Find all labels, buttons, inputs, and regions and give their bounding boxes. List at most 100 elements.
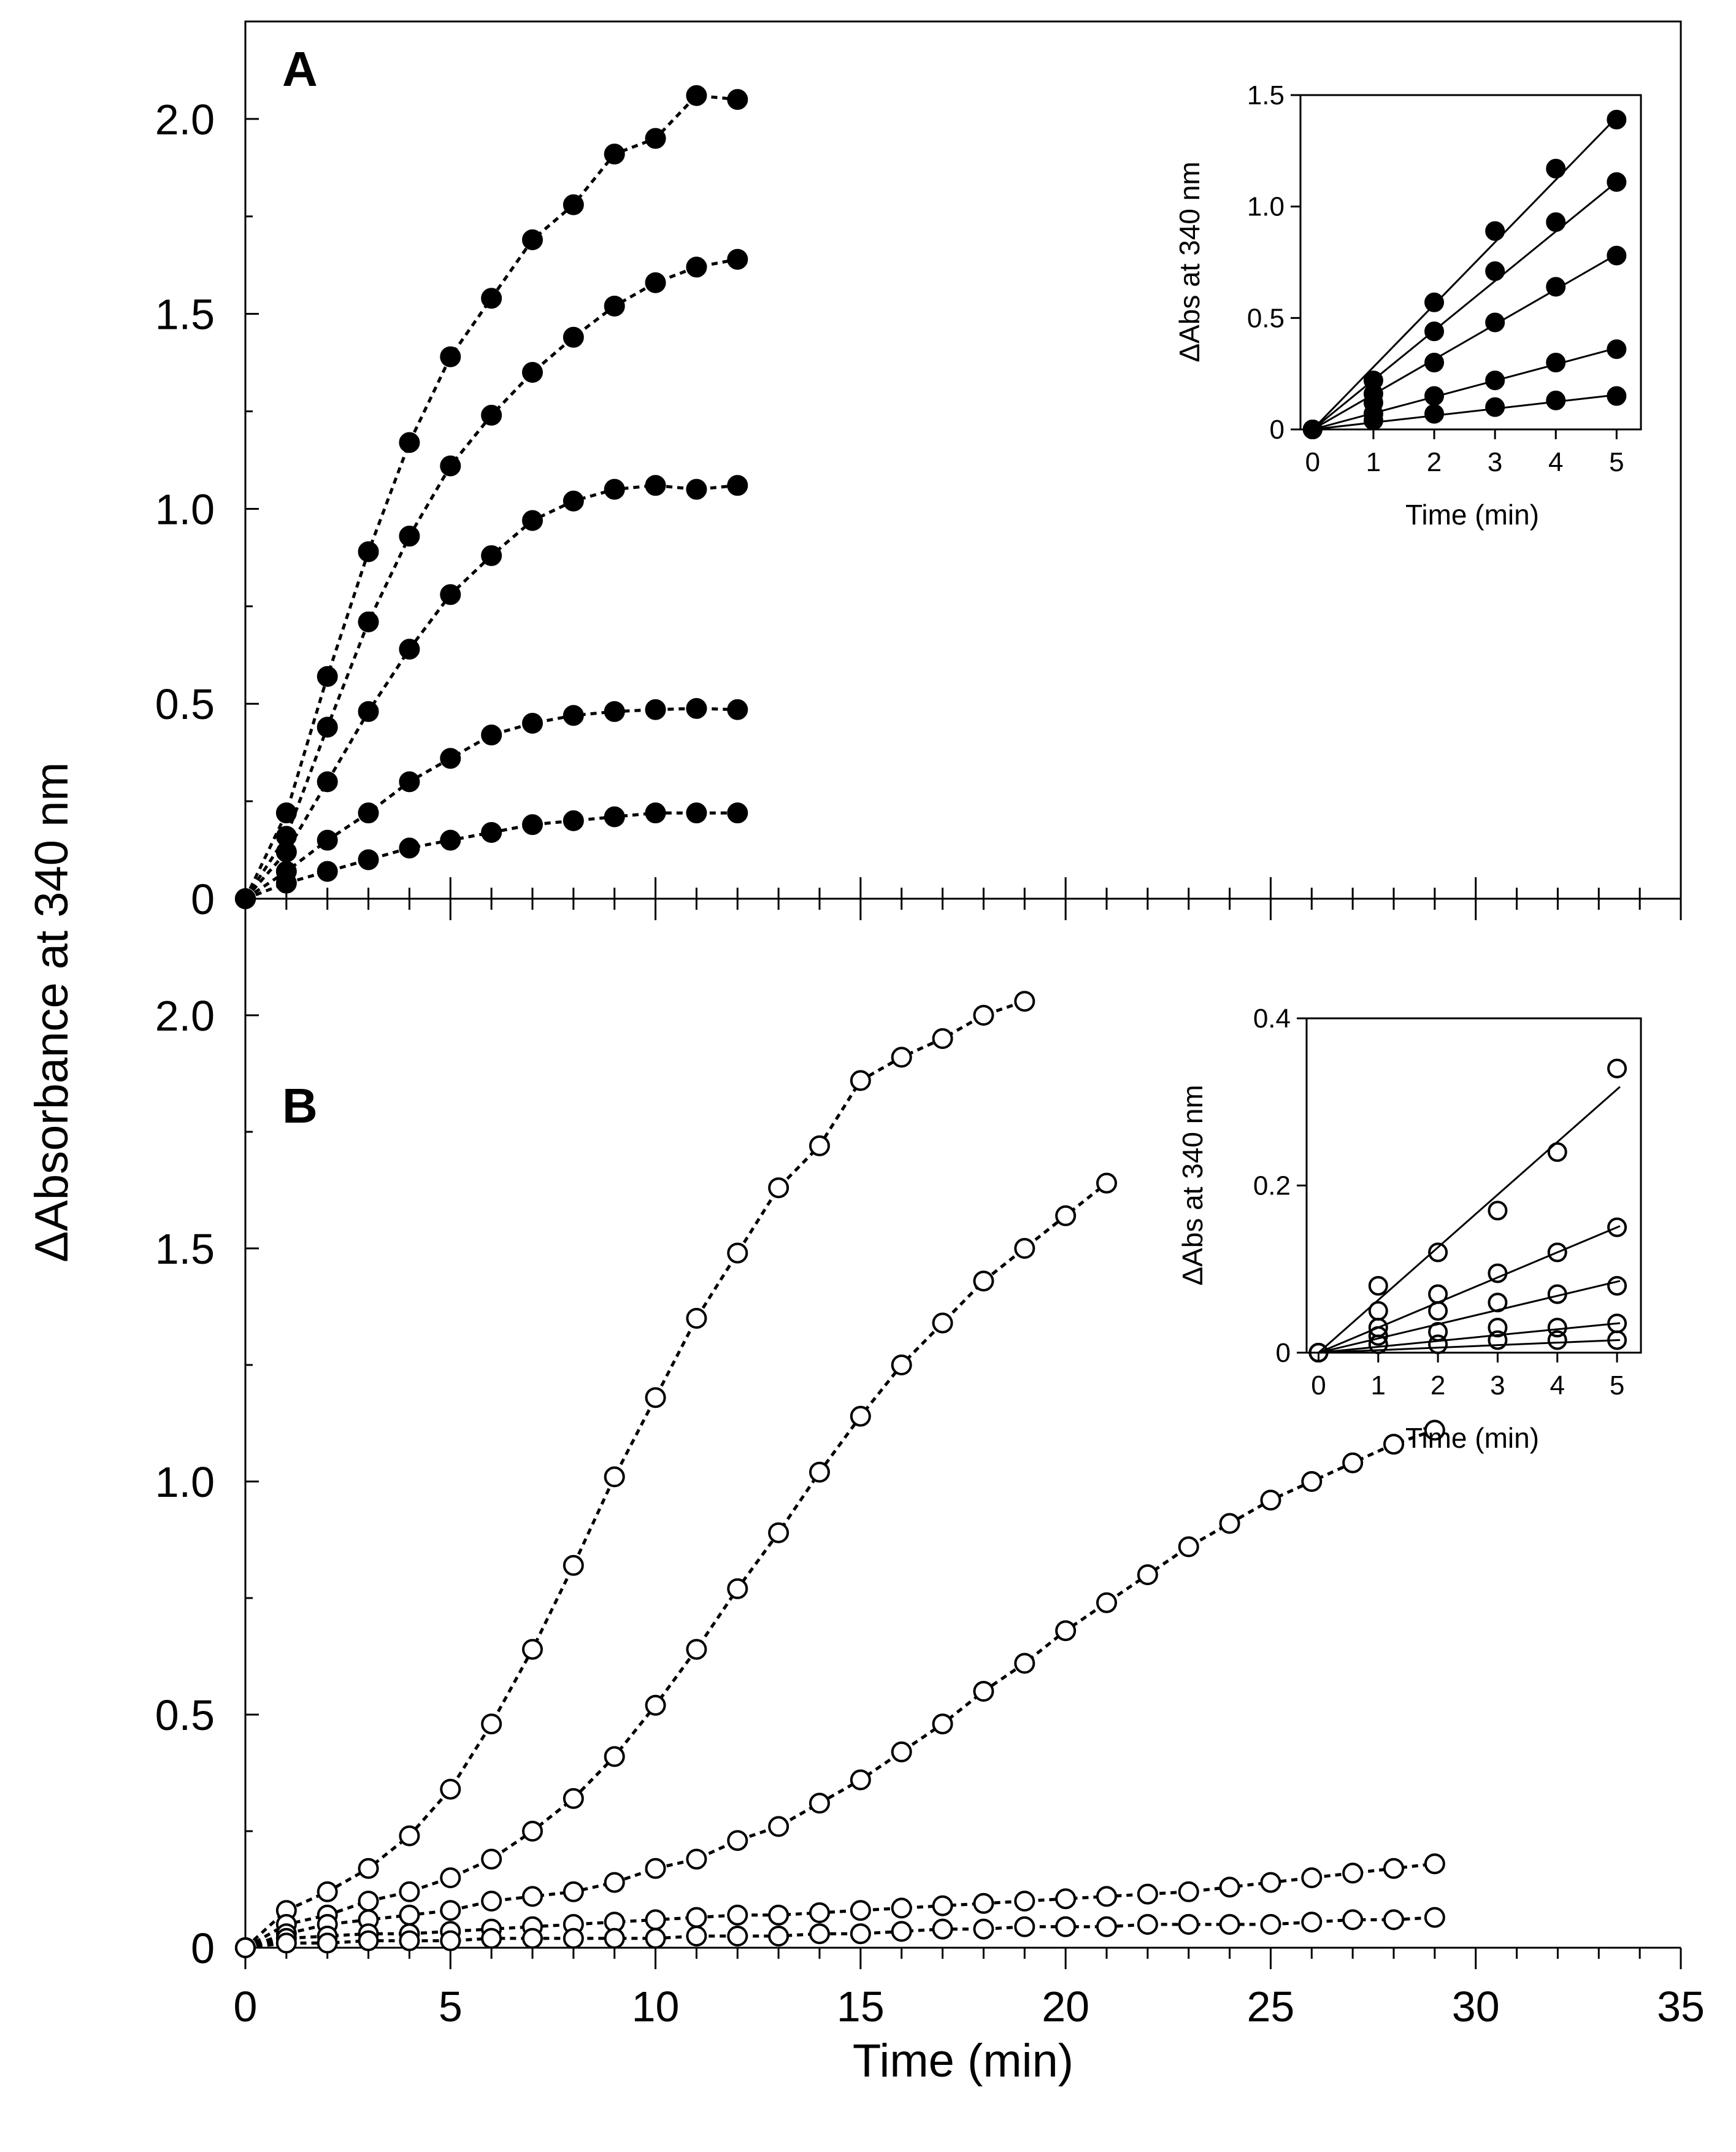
panel-b-point-B5 [563,1927,584,1949]
inset-a-y-tick-label: 1.0 [1247,192,1285,222]
panel-b-point-B3 [1055,1620,1077,1642]
panel-b-point-B5 [809,1923,830,1945]
panel-b-point-B2 [481,1848,502,1870]
panel-a-point-A3 [727,475,748,496]
panel-a-point-A4 [440,748,461,769]
inset-b-point-B5 [1547,1330,1567,1350]
panel-b-point-B4 [1424,1853,1445,1875]
panel-b-x-tick-label: 30 [1452,1983,1500,2031]
panel-b-point-B5 [932,1918,953,1940]
panel-b-point-B4 [1342,1862,1364,1884]
panel-b-point-B4 [973,1893,994,1914]
panel-b-letter: B [282,1078,318,1133]
panel-b-x-tick-label: 35 [1657,1983,1705,2031]
inset-b-x-tick-label: 0 [1311,1370,1326,1401]
panel-a-point-A4 [604,701,625,722]
panel-b-point-B1 [522,1639,543,1660]
inset-b-fit-line-B3 [1318,1280,1621,1354]
panel-b-point-B3 [1178,1536,1199,1558]
panel-a-point-A5 [399,837,420,859]
panel-a-chart: 0 0.5 1.0 1.5 2.0 A 0 0.5 1.0 1.5 0 1 2 3 4 5 ΔAbs a… [155,20,1682,923]
panel-a-point-A5 [604,806,625,828]
inset-a-point-A5 [1607,386,1627,406]
panel-a-y-tick-label: 1.0 [155,485,215,533]
panel-a-point-A5 [358,849,379,870]
panel-b-point-B2 [358,1891,379,1912]
panel-b-point-B4 [891,1897,912,1919]
panel-b-point-B5 [317,1932,338,1954]
panel-b-point-B3 [768,1816,789,1837]
panel-a-point-A2 [317,717,338,738]
panel-b-point-B1 [645,1387,666,1408]
panel-b-inset-y-axis: 0 0.2 0.4 [1253,1004,1307,1368]
inset-a-x-tick-label: 5 [1609,447,1624,477]
panel-b-point-B5 [891,1921,912,1942]
inset-a-y-tick-label: 0 [1270,415,1285,445]
panel-b-point-B1 [481,1713,502,1735]
inset-a-point-A1 [1607,109,1627,129]
panel-b-y-tick-label: 2.0 [155,992,215,1040]
inset-a-x-tick-label: 0 [1305,447,1320,477]
panel-a-point-A1 [563,194,584,215]
panel-a-inset: 0 0.5 1.0 1.5 0 1 2 3 4 5 ΔAbs at 340 nm Time (m… [1173,80,1642,531]
panel-b-point-B3 [1096,1592,1117,1613]
panel-b-point-B2 [768,1522,789,1543]
panel-b-point-B1 [809,1135,830,1156]
panel-b-point-B3 [645,1858,666,1879]
panel-b-point-B5 [1014,1916,1035,1937]
panel-a-point-A1 [522,229,543,250]
inset-b-point-B5 [1368,1334,1388,1355]
inset-a-point-A5 [1546,390,1566,410]
panel-a-point-A5 [686,802,707,824]
inset-a-point-A1 [1546,158,1566,179]
panel-b-point-B2 [686,1639,707,1660]
inset-a-x-tick-label: 3 [1488,447,1502,477]
panel-a-point-A3 [399,639,420,660]
inset-b-point-B2 [1488,1263,1508,1283]
panel-a-point-A4 [563,705,584,726]
inset-a-fit-line-A1 [1312,113,1621,431]
panel-b-point-B4 [1137,1883,1158,1905]
inset-b-y-tick-label: 0.4 [1253,1004,1291,1034]
panel-a-point-A4 [317,829,338,851]
panel-b-point-B4 [727,1904,748,1926]
panel-b-point-B3 [1014,1653,1035,1674]
panel-b-point-B2 [563,1788,584,1809]
panel-b-y-tick-label: 0.5 [155,1691,215,1739]
panel-b-point-B5 [1178,1914,1199,1935]
panel-a-y-tick-label: 0 [191,875,215,923]
inset-a-point-A2 [1424,321,1445,342]
panel-b-series-line-B2 [244,1182,1108,1950]
panel-b-point-B1 [727,1242,748,1264]
panel-a-y-tick-label: 0.5 [155,680,215,728]
panel-b-point-B5 [399,1930,420,1951]
panel-b-point-B3 [932,1713,953,1735]
panel-b-x-tick-label: 25 [1246,1983,1294,2031]
panel-b-point-B1 [932,1028,953,1049]
panel-b-point-B2 [850,1405,871,1427]
panel-b-point-B2 [727,1578,748,1599]
panel-b-point-B3 [1383,1434,1404,1455]
inset-a-x-tick-label: 2 [1427,447,1442,477]
inset-b-point-B1 [1428,1242,1448,1262]
panel-a-frame [244,20,1682,900]
panel-b-inset-x-axis: 0 1 2 3 4 5 [1311,1353,1624,1401]
panel-b-point-B1 [563,1554,584,1576]
panel-a-point-A2 [727,248,748,270]
panel-b-point-B1 [1014,991,1035,1012]
panel-b-point-B3 [481,1891,502,1912]
inset-b-fit-line-B5 [1318,1339,1621,1354]
panel-b-point-B5 [973,1918,994,1940]
panel-a-point-A2 [358,611,379,632]
panel-a-point-A4 [358,802,379,824]
panel-b-chart: 00.51.01.52.0 0 5 10 15 20 25 30 35 Time (min) … [155,899,1705,2087]
panel-b-point-B4 [1014,1891,1035,1912]
panel-a-point-A5 [275,872,297,894]
inset-a-point-A2 [1546,212,1566,232]
panel-b-y-tick-label: 1.0 [155,1458,215,1506]
inset-b-y-tick-label: 0 [1276,1338,1291,1368]
panel-a-point-A3 [440,584,461,605]
panel-b-point-B3 [1301,1471,1323,1492]
panel-b-point-B3 [1219,1513,1240,1534]
